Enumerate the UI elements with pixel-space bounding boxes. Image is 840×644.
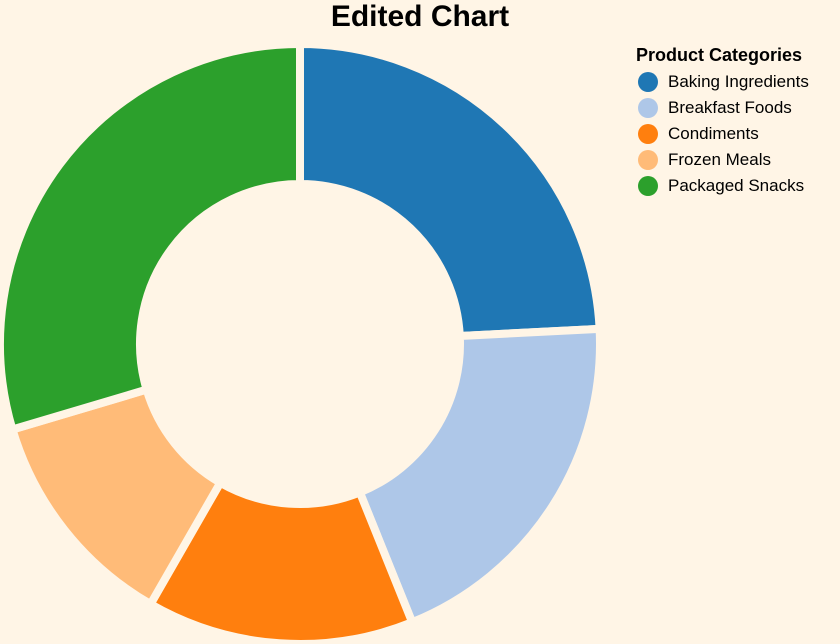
legend-title: Product Categories — [636, 45, 803, 65]
legend-item-baking-ingredients[interactable]: Baking Ingredients — [636, 69, 809, 95]
legend-swatch-icon — [638, 150, 658, 170]
legend-swatch-icon — [638, 72, 658, 92]
chart-title: Edited Chart — [330, 0, 510, 33]
slice-breakfast-foods[interactable] — [355, 324, 604, 627]
legend-item-condiments[interactable]: Condiments — [636, 121, 809, 147]
legend-swatch-icon — [638, 124, 658, 144]
slice-packaged-snacks[interactable] — [0, 40, 304, 434]
legend-item-frozen-meals[interactable]: Frozen Meals — [636, 147, 809, 173]
legend-swatch-icon — [638, 176, 658, 196]
legend-label: Breakfast Foods — [668, 98, 792, 117]
legend-label: Frozen Meals — [668, 150, 771, 169]
legend-label: Baking Ingredients — [668, 72, 809, 91]
legend: Product Categories Baking Ingredients Bre… — [636, 43, 809, 199]
slice-baking-ingredients[interactable] — [296, 40, 604, 340]
legend-swatch-icon — [638, 98, 658, 118]
slice-condiments[interactable] — [146, 478, 417, 644]
legend-item-packaged-snacks[interactable]: Packaged Snacks — [636, 173, 809, 199]
legend-label: Packaged Snacks — [668, 176, 805, 195]
legend-items: Baking Ingredients Breakfast Foods Condime… — [636, 69, 809, 199]
legend-item-breakfast-foods[interactable]: Breakfast Foods — [636, 95, 809, 121]
legend-label: Condiments — [668, 124, 759, 143]
